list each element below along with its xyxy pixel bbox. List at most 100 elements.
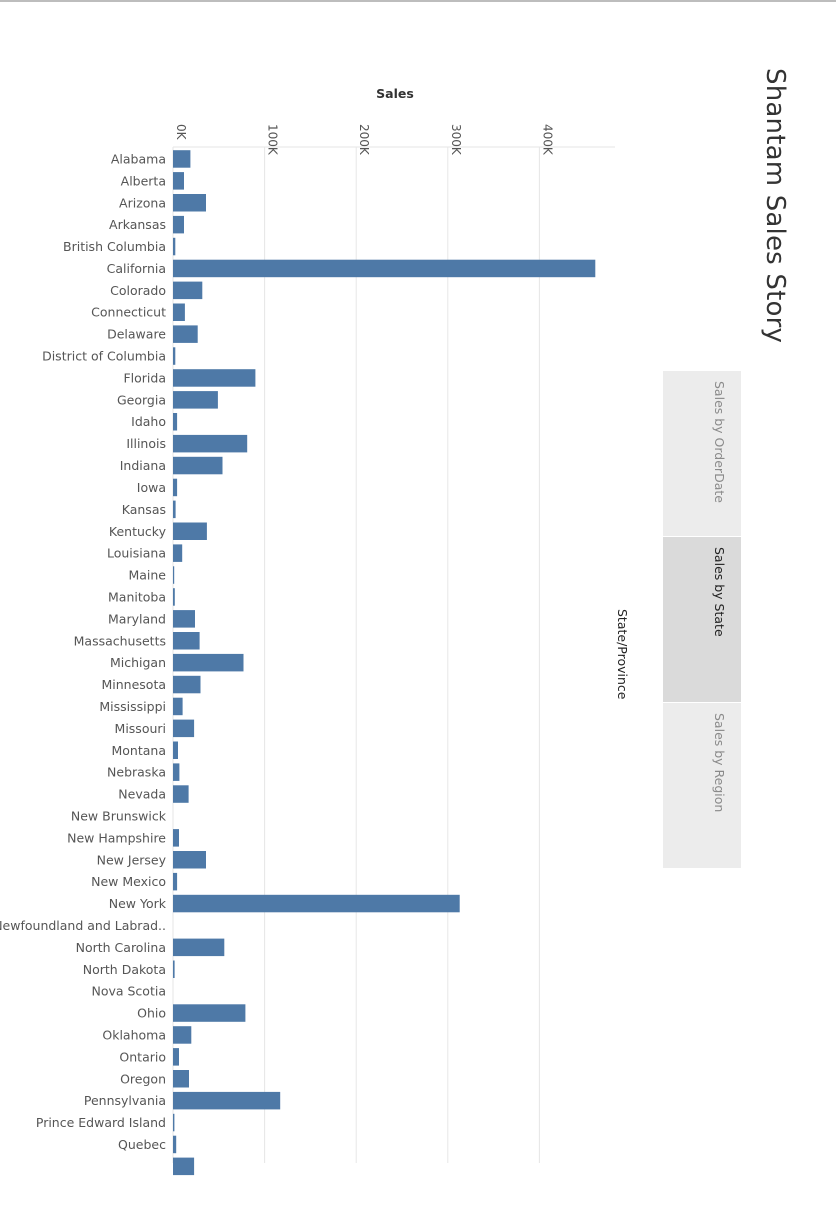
category-labels: Alabama Alberta Arizona Arkansas British Col… xyxy=(0,151,167,1152)
category-label: New Mexico xyxy=(91,874,166,889)
category-label: Florida xyxy=(123,370,166,385)
bar[interactable] xyxy=(173,369,256,387)
x-tick-labels: 0K 100K 200K 300K 400K xyxy=(174,124,554,156)
bar[interactable] xyxy=(173,413,178,431)
bar[interactable] xyxy=(173,259,596,278)
bar[interactable] xyxy=(173,851,206,869)
category-label: Ohio xyxy=(137,1006,166,1021)
category-label: Oregon xyxy=(120,1071,166,1086)
x-axis-title: Sales xyxy=(376,86,414,101)
category-label: Oklahoma xyxy=(102,1028,166,1043)
category-label: Indiana xyxy=(120,458,166,473)
x-tick-label: 200K xyxy=(357,124,371,156)
bar[interactable] xyxy=(173,938,225,957)
category-label: Mississippi xyxy=(99,699,166,714)
story-title: Shantam Sales Story xyxy=(760,68,790,344)
category-label: Maryland xyxy=(108,611,166,626)
category-label: Kentucky xyxy=(109,524,167,539)
category-label: Newfoundland and Labrad.. xyxy=(0,918,166,933)
bar[interactable] xyxy=(173,675,201,694)
bar[interactable] xyxy=(173,1070,189,1088)
bar[interactable] xyxy=(173,632,200,650)
bar[interactable] xyxy=(173,391,218,409)
category-label: Illinois xyxy=(126,436,166,451)
category-label: New Hampshire xyxy=(67,830,166,845)
category-label: Arizona xyxy=(119,195,166,210)
category-label: Nebraska xyxy=(107,765,166,780)
bar[interactable] xyxy=(173,1135,177,1154)
category-label: Massachusetts xyxy=(74,633,166,648)
category-label: Montana xyxy=(112,743,167,758)
bar[interactable] xyxy=(173,1026,192,1044)
category-label: New Brunswick xyxy=(71,809,167,824)
bar[interactable] xyxy=(173,500,176,519)
bar[interactable] xyxy=(173,653,244,672)
category-label: Alabama xyxy=(111,151,166,166)
bar[interactable] xyxy=(173,697,183,716)
gridlines xyxy=(172,146,615,1163)
x-tick-label: 300K xyxy=(449,124,463,156)
category-label: Prince Edward Island xyxy=(36,1115,166,1130)
bar[interactable] xyxy=(173,522,207,541)
category-label: Alberta xyxy=(121,173,166,188)
x-tick-label: 100K xyxy=(266,124,280,156)
bar[interactable] xyxy=(173,741,178,760)
category-label: Ontario xyxy=(119,1049,166,1064)
bar[interactable] xyxy=(173,347,176,365)
bar[interactable] xyxy=(173,588,175,606)
bar[interactable] xyxy=(173,785,189,803)
bars xyxy=(173,150,596,1176)
category-label: California xyxy=(107,261,166,276)
bar[interactable] xyxy=(173,237,176,256)
category-label: New Jersey xyxy=(97,852,167,867)
bar[interactable] xyxy=(173,544,183,562)
bar[interactable] xyxy=(173,1157,195,1176)
category-label: Minnesota xyxy=(101,677,166,692)
category-label: Manitoba xyxy=(108,590,166,605)
category-label: British Columbia xyxy=(63,239,166,254)
bar[interactable] xyxy=(173,303,185,322)
x-tick-label: 400K xyxy=(540,124,554,156)
bar[interactable] xyxy=(173,763,180,781)
bar[interactable] xyxy=(173,960,175,979)
tab-label: Sales by Region xyxy=(712,713,727,813)
category-label: Connecticut xyxy=(91,305,166,320)
category-label: North Carolina xyxy=(76,940,166,955)
bar[interactable] xyxy=(173,150,191,168)
tab-sales-by-region[interactable]: Sales by Region xyxy=(663,703,741,868)
bar[interactable] xyxy=(173,894,460,913)
category-label: Quebec xyxy=(118,1137,166,1152)
top-rule xyxy=(0,0,836,2)
bar[interactable] xyxy=(173,1091,281,1110)
bar[interactable] xyxy=(173,610,195,628)
category-label: Idaho xyxy=(131,414,166,429)
bar[interactable] xyxy=(173,478,178,497)
bar[interactable] xyxy=(173,172,184,190)
bar[interactable] xyxy=(173,566,175,584)
bar[interactable] xyxy=(173,325,198,343)
bar[interactable] xyxy=(173,829,179,847)
category-label: Kansas xyxy=(122,502,166,517)
category-label: Georgia xyxy=(117,392,166,407)
category-label: Maine xyxy=(128,568,166,583)
bar[interactable] xyxy=(173,719,195,738)
category-label: Nevada xyxy=(118,787,166,802)
bar[interactable] xyxy=(173,872,178,891)
bar[interactable] xyxy=(173,1004,246,1022)
category-label: New York xyxy=(109,896,167,911)
bar[interactable] xyxy=(173,1113,175,1132)
category-label: Iowa xyxy=(137,480,166,495)
bar[interactable] xyxy=(173,194,206,212)
category-label: Missouri xyxy=(115,721,166,736)
tab-label: Sales by OrderDate xyxy=(712,381,727,503)
tab-label: Sales by State xyxy=(712,547,727,637)
bar[interactable] xyxy=(173,281,203,300)
tab-sales-by-orderdate[interactable]: Sales by OrderDate xyxy=(663,371,741,536)
bar[interactable] xyxy=(173,1048,179,1066)
bar[interactable] xyxy=(173,434,248,453)
bar[interactable] xyxy=(173,456,223,475)
tab-sales-by-state[interactable]: Sales by State xyxy=(663,537,741,702)
bar[interactable] xyxy=(173,215,184,234)
category-label: Pennsylvania xyxy=(84,1093,166,1108)
